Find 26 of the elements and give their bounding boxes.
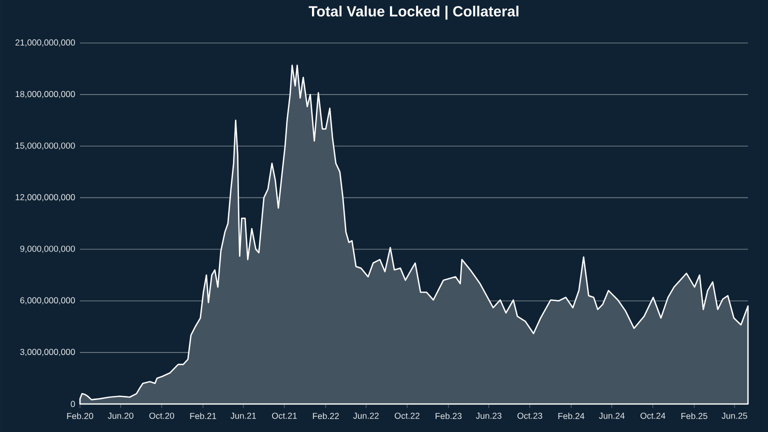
x-tick-label: Oct.21 [272,412,297,419]
x-tick-label: Feb.25 [681,412,708,420]
y-tick-label: 6,000,000,000 [20,297,75,304]
y-tick-label: 15,000,000,000 [16,142,75,150]
x-tick-label: Oct.24 [640,412,666,419]
x-tick-label: Oct.23 [517,412,542,419]
x-tick-label: Feb.23 [436,412,462,420]
y-tick-label: 21,000,000,000 [15,39,75,47]
x-tick-label: Oct.20 [149,412,174,419]
y-tick-label: 18,000,000,000 [16,90,75,98]
x-tick-label: Jun.21 [230,412,256,419]
y-tick-label: 0 [70,400,75,408]
x-tick-label: Feb.24 [558,412,584,420]
x-tick-label: Feb.21 [190,412,216,420]
x-tick-label: Oct.22 [394,412,420,419]
x-tick-label: Jun.23 [476,412,502,419]
x-tick-label: Jun.22 [353,412,379,419]
chart-title: Total Value Locked | Collateral [308,6,518,20]
x-tick-label: Feb.20 [67,412,94,420]
x-tick-label: Jun.20 [108,412,134,419]
y-tick-label: 3,000,000,000 [20,348,75,356]
x-tick-label: Feb.22 [312,412,339,420]
x-tick-label: Jun.24 [598,412,625,419]
y-tick-label: 12,000,000,000 [16,194,75,202]
y-tick-label: 9,000,000,000 [20,246,75,253]
x-tick-label: Jun.25 [722,412,748,419]
